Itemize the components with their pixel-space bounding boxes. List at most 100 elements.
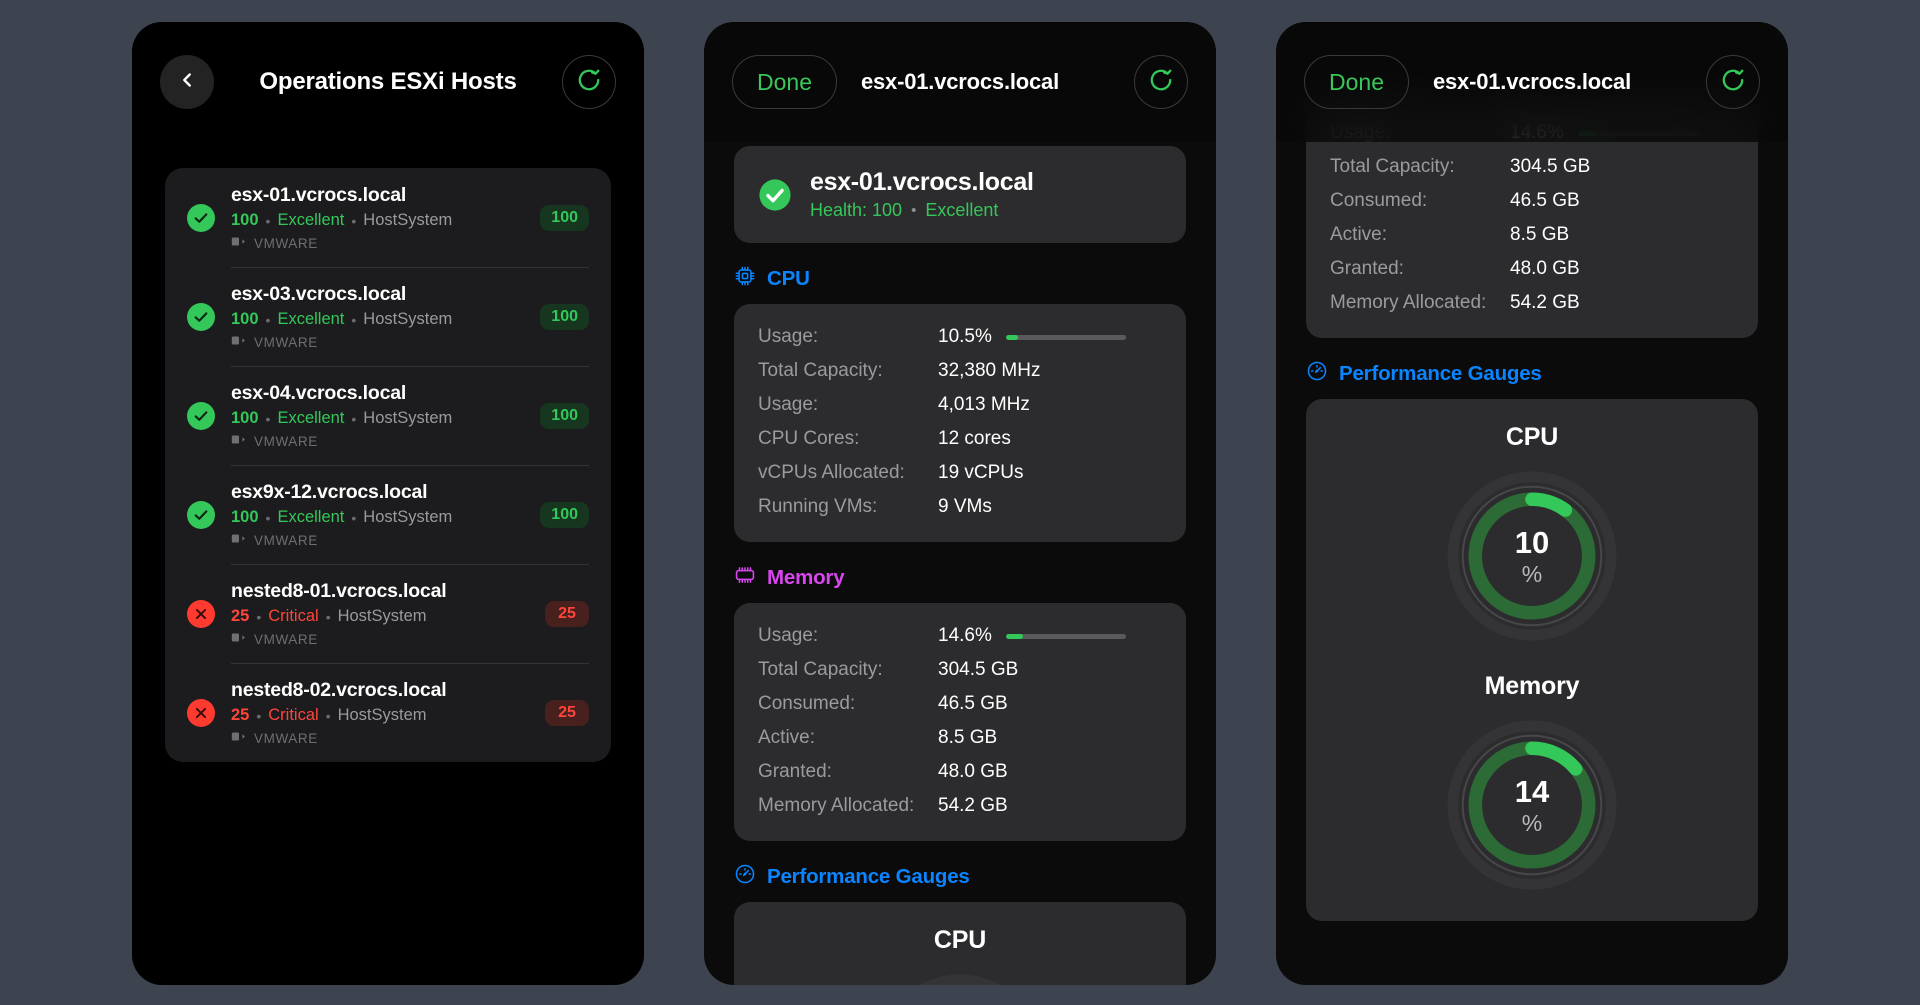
host-list-item[interactable]: nested8-02.vcrocs.local 25 • Critical • HostS… bbox=[165, 663, 611, 762]
health-summary-card: esx-01.vcrocs.local Health: 100 • Excell… bbox=[734, 146, 1186, 243]
host-info: esx-04.vcrocs.local 100 • Excellent • HostSys… bbox=[231, 382, 524, 449]
metric-value: 48.0 GB bbox=[1510, 258, 1580, 279]
refresh-button[interactable] bbox=[1134, 55, 1188, 109]
metric-row: Active: 8.5 GB bbox=[1330, 218, 1734, 252]
health-score: 100 bbox=[231, 211, 259, 229]
status-badge: 100 bbox=[540, 402, 589, 429]
metric-label: Granted: bbox=[1330, 258, 1404, 279]
separator-dot: • bbox=[265, 212, 271, 229]
section-header-cpu: CPU bbox=[704, 243, 1216, 304]
done-button[interactable]: Done bbox=[1304, 55, 1409, 109]
metric-value: 4,013 MHz bbox=[938, 394, 1030, 415]
health-status: Critical bbox=[268, 706, 319, 724]
metric-row: Active: 8.5 GB bbox=[758, 721, 1162, 755]
plugin-icon bbox=[231, 334, 247, 350]
metric-value: 8.5 GB bbox=[938, 727, 998, 748]
host-detail-screen: esx-01.vcrocs.local Health: 100 • Excell… bbox=[704, 22, 1216, 985]
health-score: 100 bbox=[231, 409, 259, 427]
host-meta: 25 • Critical • HostSystem bbox=[231, 706, 529, 725]
phone-host-gauges: Memory Usage:14.6%Total Capacity:304.5 G… bbox=[1276, 22, 1788, 985]
gauge-title: CPU bbox=[1505, 423, 1559, 451]
host-list-item[interactable]: nested8-01.vcrocs.local 25 • Critical • HostS… bbox=[165, 564, 611, 663]
phone-host-detail: esx-01.vcrocs.local Health: 100 • Excell… bbox=[704, 22, 1216, 985]
section-header-gauges: Performance Gauges bbox=[1276, 338, 1788, 399]
health-status-line: Health: 100 • Excellent bbox=[810, 200, 1034, 221]
host-name: nested8-01.vcrocs.local bbox=[231, 580, 447, 602]
metric-row: Running VMs: 9 VMs bbox=[758, 490, 1162, 524]
metric-value: 14.6% bbox=[938, 625, 1126, 647]
gauge-title: Memory bbox=[1484, 672, 1580, 700]
metric-row: Granted: 48.0 GB bbox=[758, 755, 1162, 789]
separator-dot: • bbox=[265, 311, 271, 328]
metric-label: Granted: bbox=[758, 761, 832, 782]
metric-value: 46.5 GB bbox=[1510, 190, 1580, 211]
refresh-icon bbox=[1148, 67, 1174, 98]
check-circle-icon bbox=[187, 500, 215, 529]
metric-label: Consumed: bbox=[1330, 190, 1428, 211]
vendor-tag: VMWARE bbox=[231, 631, 529, 647]
host-gauges-screen: Memory Usage:14.6%Total Capacity:304.5 G… bbox=[1276, 22, 1788, 985]
metric-row: Total Capacity: 304.5 GB bbox=[758, 653, 1162, 687]
back-button[interactable] bbox=[160, 55, 214, 109]
section-title-cpu: CPU bbox=[767, 266, 810, 290]
status-badge: 100 bbox=[540, 303, 589, 330]
section-header-memory: Memory bbox=[704, 542, 1216, 603]
gauges-scroll-content: Usage:14.6%Total Capacity:304.5 GBConsum… bbox=[1276, 100, 1788, 921]
metric-label: Active: bbox=[1330, 224, 1388, 245]
refresh-button[interactable] bbox=[562, 55, 616, 109]
host-list-item[interactable]: esx9x-12.vcrocs.local 100 • Excellent • HostS… bbox=[165, 465, 611, 564]
metric-label: Active: bbox=[758, 727, 816, 748]
separator-dot: • bbox=[325, 707, 331, 724]
health-score: 25 bbox=[231, 607, 250, 625]
host-info: esx-03.vcrocs.local 100 • Excellent • HostSys… bbox=[231, 283, 524, 350]
metric-label: Memory Allocated: bbox=[758, 795, 915, 816]
host-name: esx-01.vcrocs.local bbox=[231, 184, 407, 206]
object-type: HostSystem bbox=[363, 211, 453, 229]
check-circle-icon bbox=[187, 203, 215, 232]
separator-dot: • bbox=[325, 608, 331, 625]
health-score: 100 bbox=[231, 310, 259, 328]
usage-bar-fill bbox=[1005, 334, 1019, 340]
section-title-memory: Memory bbox=[767, 565, 845, 589]
host-list-screen: esx-01.vcrocs.local 100 • Excellent • HostSys… bbox=[132, 22, 644, 985]
host-name: esx-04.vcrocs.local bbox=[231, 382, 407, 404]
host-list-item[interactable]: esx-03.vcrocs.local 100 • Excellent • HostSys… bbox=[165, 267, 611, 366]
status-badge: 25 bbox=[545, 699, 589, 726]
metric-label: Total Capacity: bbox=[1330, 156, 1455, 177]
metric-value: 32,380 MHz bbox=[938, 360, 1041, 381]
navigation-bar-gauges: Done esx-01.vcrocs.local bbox=[1276, 22, 1788, 142]
metric-label: CPU Cores: bbox=[758, 428, 860, 449]
metric-value: 304.5 GB bbox=[1510, 156, 1591, 177]
host-list-item[interactable]: esx-04.vcrocs.local 100 • Excellent • HostSys… bbox=[165, 366, 611, 465]
metric-row: Usage: 10.5% bbox=[758, 320, 1162, 354]
gauge-card-stack: CPU 10% Memory 14% bbox=[1306, 399, 1758, 921]
health-status: Excellent bbox=[277, 211, 345, 229]
separator-dot: • bbox=[256, 608, 262, 625]
metric-label: Memory Allocated: bbox=[1330, 292, 1487, 313]
metric-label: Total Capacity: bbox=[758, 360, 883, 381]
memory-details-card: Usage: 14.6% Total Capacity: 304.5 GB Consum… bbox=[734, 603, 1186, 841]
navigation-bar-list: Operations ESXi Hosts bbox=[132, 22, 644, 142]
host-info: nested8-02.vcrocs.local 25 • Critical • HostS… bbox=[231, 679, 529, 746]
gauge-block: CPU 10% bbox=[1306, 423, 1758, 646]
memory-chip-icon bbox=[734, 564, 756, 591]
plugin-icon bbox=[231, 532, 247, 548]
cpu-chip-icon bbox=[734, 265, 756, 292]
cpu-details-card: Usage: 10.5% Total Capacity: 32,380 MHz Usag… bbox=[734, 304, 1186, 542]
metric-label: Usage: bbox=[758, 326, 819, 347]
metric-value: 8.5 GB bbox=[1510, 224, 1570, 245]
done-button[interactable]: Done bbox=[732, 55, 837, 109]
metric-label: Total Capacity: bbox=[758, 659, 883, 680]
health-score: 100 bbox=[231, 508, 259, 526]
refresh-button[interactable] bbox=[1706, 55, 1760, 109]
separator-dot: • bbox=[911, 202, 917, 219]
host-list-item[interactable]: esx-01.vcrocs.local 100 • Excellent • HostSys… bbox=[165, 168, 611, 267]
health-status: Excellent bbox=[925, 200, 999, 220]
host-meta: 100 • Excellent • HostSystem bbox=[231, 310, 524, 329]
vendor-label: VMWARE bbox=[254, 631, 318, 647]
vendor-label: VMWARE bbox=[254, 730, 318, 746]
host-info: nested8-01.vcrocs.local 25 • Critical • HostS… bbox=[231, 580, 529, 647]
detail-scroll-content: esx-01.vcrocs.local Health: 100 • Excell… bbox=[704, 146, 1216, 985]
host-list-card: esx-01.vcrocs.local 100 • Excellent • HostSys… bbox=[165, 168, 611, 762]
vendor-label: VMWARE bbox=[254, 334, 318, 350]
